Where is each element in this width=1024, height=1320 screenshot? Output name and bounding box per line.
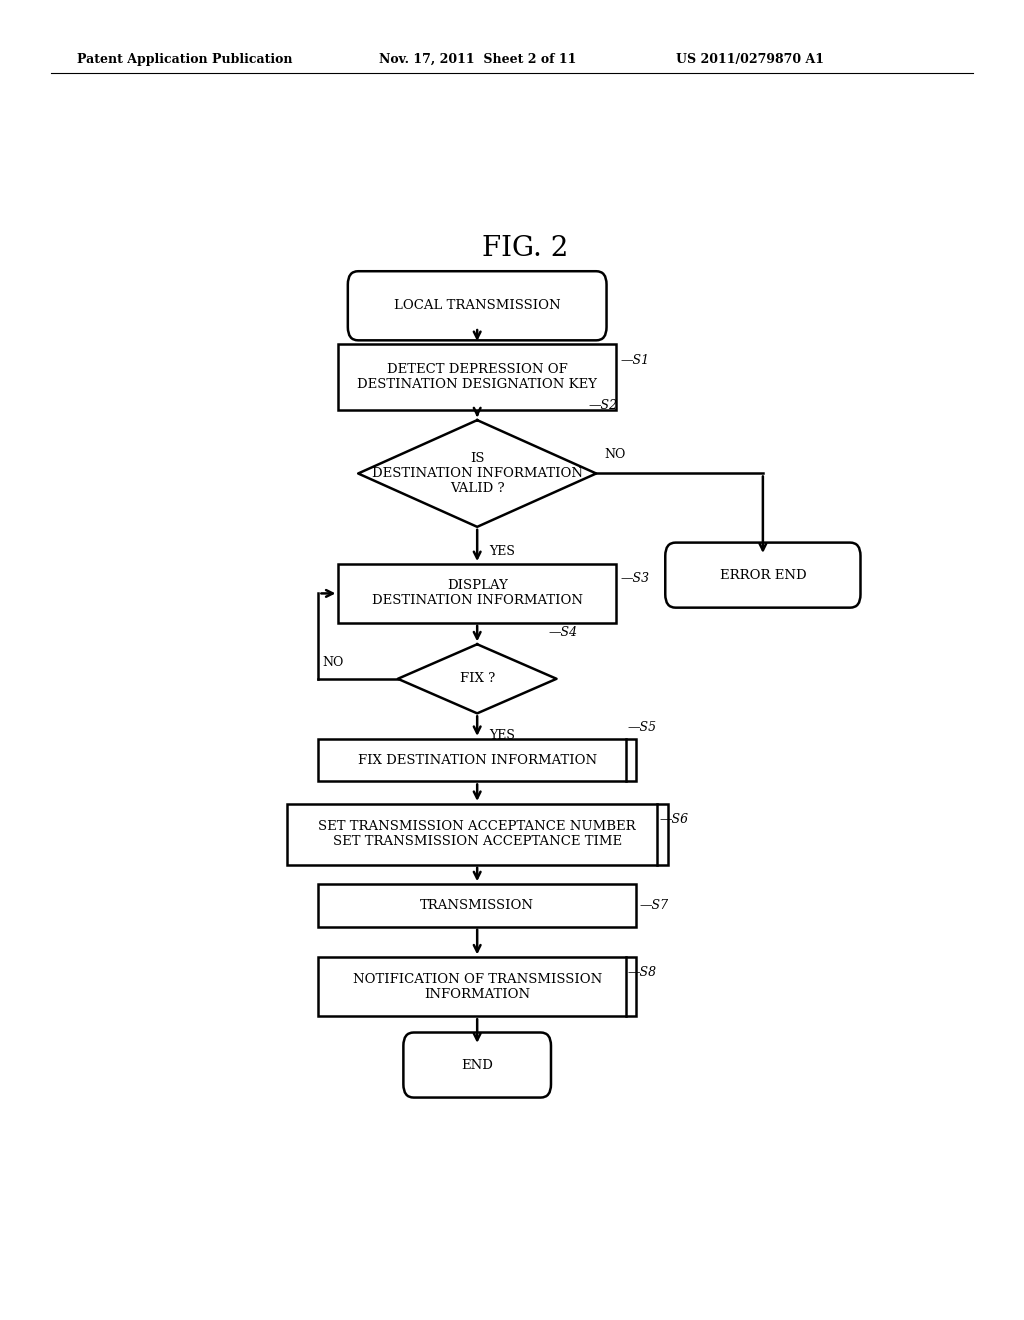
Text: US 2011/0279870 A1: US 2011/0279870 A1: [676, 53, 824, 66]
Text: —S5: —S5: [628, 721, 657, 734]
FancyBboxPatch shape: [666, 543, 860, 607]
Bar: [318, 884, 636, 927]
Bar: [318, 739, 636, 781]
Text: FIG. 2: FIG. 2: [481, 235, 568, 261]
Text: DETECT DEPRESSION OF
DESTINATION DESIGNATION KEY: DETECT DEPRESSION OF DESTINATION DESIGNA…: [357, 363, 597, 391]
Text: YES: YES: [489, 729, 515, 742]
Text: —S4: —S4: [549, 626, 578, 639]
Text: DISPLAY
DESTINATION INFORMATION: DISPLAY DESTINATION INFORMATION: [372, 579, 583, 607]
Polygon shape: [397, 644, 557, 713]
Text: Patent Application Publication: Patent Application Publication: [77, 53, 292, 66]
Text: —S7: —S7: [640, 899, 669, 912]
Bar: [318, 957, 636, 1016]
FancyBboxPatch shape: [403, 1032, 551, 1097]
Text: ERROR END: ERROR END: [720, 569, 806, 582]
Text: —S3: —S3: [620, 572, 649, 585]
Text: NO: NO: [323, 656, 344, 669]
Text: IS
DESTINATION INFORMATION
VALID ?: IS DESTINATION INFORMATION VALID ?: [372, 451, 583, 495]
Text: END: END: [461, 1059, 494, 1072]
Bar: [287, 804, 668, 865]
Text: —S6: —S6: [659, 813, 689, 825]
Polygon shape: [358, 420, 596, 527]
Text: YES: YES: [489, 545, 515, 558]
Text: TRANSMISSION: TRANSMISSION: [420, 899, 535, 912]
Text: Nov. 17, 2011  Sheet 2 of 11: Nov. 17, 2011 Sheet 2 of 11: [379, 53, 577, 66]
Text: —S2: —S2: [588, 399, 617, 412]
FancyBboxPatch shape: [348, 271, 606, 341]
Bar: [338, 564, 616, 623]
Text: FIX DESTINATION INFORMATION: FIX DESTINATION INFORMATION: [357, 754, 597, 767]
Text: FIX ?: FIX ?: [460, 672, 495, 685]
Text: NOTIFICATION OF TRANSMISSION
INFORMATION: NOTIFICATION OF TRANSMISSION INFORMATION: [352, 973, 602, 1001]
Text: NO: NO: [604, 449, 626, 461]
Text: —S8: —S8: [628, 965, 657, 978]
Text: SET TRANSMISSION ACCEPTANCE NUMBER
SET TRANSMISSION ACCEPTANCE TIME: SET TRANSMISSION ACCEPTANCE NUMBER SET T…: [318, 820, 636, 849]
Text: —S1: —S1: [620, 354, 649, 367]
Text: LOCAL TRANSMISSION: LOCAL TRANSMISSION: [394, 300, 560, 313]
Bar: [338, 345, 616, 411]
